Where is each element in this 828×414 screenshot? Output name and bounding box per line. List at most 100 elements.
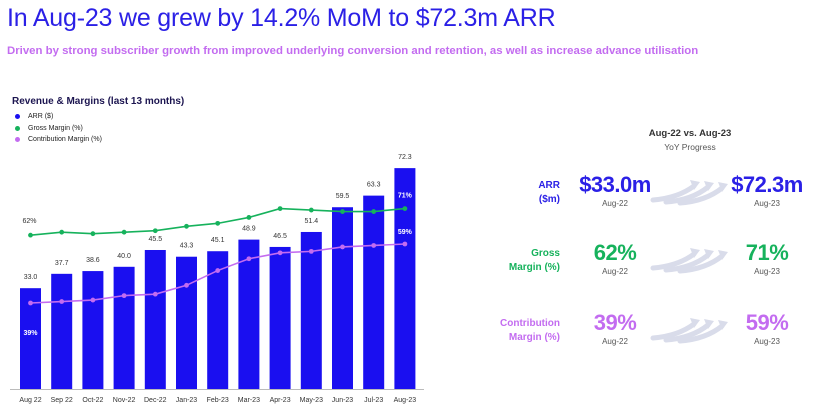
growth-arrows-icon bbox=[648, 312, 738, 344]
contribution-margin-first-label: 39% bbox=[23, 330, 38, 337]
legend-item-contribution-margin: Contribution Margin (%) bbox=[15, 134, 102, 146]
gross-margin-point bbox=[402, 206, 408, 212]
contribution-margin-point bbox=[402, 241, 408, 247]
arr-bar bbox=[394, 168, 416, 389]
x-tick-label: Oct-22 bbox=[82, 397, 103, 404]
row-label-line1: Contribution bbox=[500, 318, 560, 329]
contribution-margin-point bbox=[246, 256, 252, 262]
growth-arrows-icon bbox=[648, 242, 738, 274]
legend-item-arr: ARR ($) bbox=[15, 111, 102, 123]
x-tick-label: Mar-23 bbox=[238, 397, 260, 404]
x-tick-label: Sep 22 bbox=[51, 397, 73, 404]
comparison-from-value: 39% bbox=[593, 310, 637, 335]
contribution-margin-point bbox=[28, 300, 33, 306]
arr-bar bbox=[20, 288, 41, 389]
gross-margin-point bbox=[121, 229, 127, 235]
gross-margin-first-label: 62% bbox=[22, 218, 36, 225]
arr-bar bbox=[51, 273, 73, 389]
legend-label: Gross Margin (%) bbox=[28, 124, 83, 132]
x-tick-label: Feb-23 bbox=[207, 397, 229, 404]
comparison-row-label: ARR ($m) bbox=[470, 179, 560, 207]
arr-value-label: 46.5 bbox=[273, 233, 287, 240]
arr-bar bbox=[82, 271, 104, 389]
arr-bar bbox=[176, 256, 197, 389]
arr-bar bbox=[363, 195, 385, 389]
arr-value-label: 45.5 bbox=[148, 236, 162, 243]
gross-margin-point bbox=[308, 207, 314, 213]
arr-bar bbox=[207, 251, 229, 389]
comparison-from-period: Aug-22 bbox=[602, 267, 628, 276]
legend-dot-icon bbox=[15, 137, 20, 143]
page-subtitle: Driven by strong subscriber growth from … bbox=[7, 45, 699, 57]
contribution-margin-point bbox=[340, 244, 345, 250]
row-label-line1: Gross bbox=[531, 248, 560, 259]
row-label-line1: ARR bbox=[538, 180, 560, 191]
comparison-to-period: Aug-23 bbox=[754, 267, 780, 276]
row-label-line2: Margin (%) bbox=[508, 262, 560, 273]
x-tick-label: Nov-22 bbox=[113, 397, 136, 404]
gross-margin-point bbox=[215, 220, 221, 226]
legend-label: ARR ($) bbox=[28, 113, 54, 121]
x-tick-label: May-23 bbox=[300, 397, 323, 404]
arr-value-label: 51.4 bbox=[304, 218, 318, 225]
contribution-margin-point bbox=[121, 293, 127, 299]
arr-value-label: 48.9 bbox=[242, 226, 256, 233]
arr-value-label: 63.3 bbox=[367, 182, 381, 189]
gross-margin-point bbox=[90, 231, 96, 237]
gross-margin-point bbox=[277, 206, 283, 212]
arr-value-label: 43.3 bbox=[180, 243, 194, 250]
chart-title: Revenue & Margins (last 13 months) bbox=[12, 96, 185, 107]
comparison-to-period: Aug-23 bbox=[754, 337, 780, 346]
arr-bar bbox=[113, 266, 135, 389]
x-tick-label: Jul-23 bbox=[364, 397, 383, 404]
contribution-margin-point bbox=[277, 250, 283, 256]
comparison-from-value: $33.0m bbox=[579, 172, 651, 197]
legend-dot-icon bbox=[15, 114, 20, 120]
gross-margin-point bbox=[340, 209, 345, 214]
arr-value-label: 59.5 bbox=[336, 193, 350, 200]
x-tick-label: Apr-23 bbox=[270, 397, 291, 404]
arr-bar bbox=[332, 207, 353, 389]
gross-margin-point bbox=[59, 229, 65, 235]
arr-value-label: 72.3 bbox=[398, 154, 412, 161]
arr-value-label: 37.7 bbox=[55, 260, 69, 267]
legend-dot-icon bbox=[15, 125, 20, 131]
arr-value-label: 33.0 bbox=[24, 274, 38, 281]
arr-bar bbox=[144, 249, 166, 389]
comparison-row-label: Contribution Margin (%) bbox=[470, 317, 560, 345]
arr-value-label: 38.6 bbox=[86, 257, 100, 264]
x-tick-label: Jun-23 bbox=[332, 397, 354, 404]
comparison-from-period: Aug-22 bbox=[602, 337, 628, 346]
comparison-row-label: Gross Margin (%) bbox=[470, 247, 560, 275]
x-tick-label: Jan-23 bbox=[176, 397, 198, 404]
x-tick-label: Dec-22 bbox=[144, 397, 167, 404]
contribution-margin-last-label: 59% bbox=[398, 229, 413, 236]
gross-margin-point bbox=[152, 228, 158, 234]
x-tick-label: Aug 22 bbox=[19, 397, 41, 404]
comparison-from-value: 62% bbox=[593, 240, 637, 265]
arr-value-label: 40.0 bbox=[117, 253, 131, 260]
growth-arrows-icon bbox=[648, 174, 738, 206]
contribution-margin-point bbox=[215, 268, 221, 273]
x-tick-label: Aug-23 bbox=[394, 397, 417, 404]
comparison-to-value: $72.3m bbox=[731, 172, 803, 197]
contribution-margin-point bbox=[184, 282, 189, 288]
arr-bar bbox=[269, 246, 291, 389]
contribution-margin-point bbox=[308, 248, 314, 254]
revenue-margins-chart: 33.0 Aug 22 37.7 Sep 22 38.6 Oct-22 40.0 Nov-22… bbox=[10, 154, 424, 404]
gross-margin-point bbox=[28, 232, 33, 238]
legend-label: Contribution Margin (%) bbox=[28, 136, 102, 144]
gross-margin-point bbox=[184, 223, 189, 229]
chart-legend: ARR ($) Gross Margin (%) Contribution Ma… bbox=[15, 111, 102, 146]
gross-margin-last-label: 71% bbox=[398, 193, 413, 200]
comparison-title: Aug-22 vs. Aug-23 bbox=[648, 128, 732, 139]
contribution-margin-point bbox=[90, 297, 96, 303]
comparison-subtitle: YoY Progress bbox=[664, 142, 716, 152]
comparison-to-value: 59% bbox=[745, 310, 789, 335]
row-label-line2: Margin (%) bbox=[508, 332, 560, 343]
legend-item-gross-margin: Gross Margin (%) bbox=[15, 123, 102, 135]
gross-margin-point bbox=[246, 215, 252, 220]
gross-margin-point bbox=[371, 209, 377, 214]
comparison-to-value: 71% bbox=[745, 240, 789, 265]
arr-value-label: 45.1 bbox=[211, 237, 225, 244]
